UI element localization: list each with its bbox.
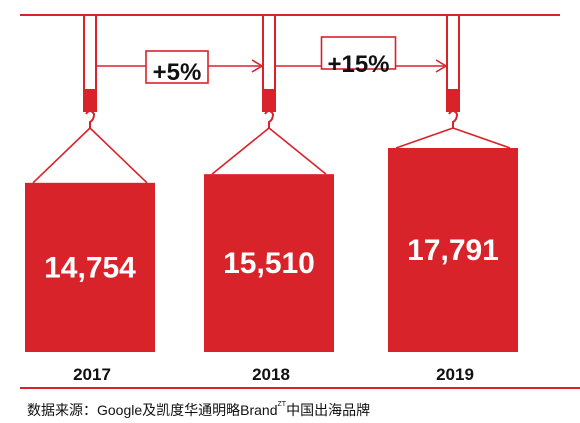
hook — [448, 110, 459, 128]
bar — [388, 148, 518, 352]
hook — [85, 110, 96, 128]
growth-arrowhead — [435, 59, 448, 73]
bar-value-label: 14,754 — [44, 251, 136, 284]
bar-value-label: 17,791 — [407, 234, 499, 267]
growth-label: +5% — [153, 59, 202, 86]
category-label: 2018 — [252, 365, 290, 384]
hanger-tip — [84, 89, 96, 111]
bar-value-label: 15,510 — [223, 247, 315, 280]
bar — [204, 174, 334, 352]
growth-arrowhead — [251, 59, 264, 73]
source-divider — [20, 387, 580, 389]
growth-box — [320, 36, 397, 70]
cord-left — [32, 127, 91, 184]
growth-label: +15% — [327, 51, 389, 78]
bar — [25, 182, 155, 352]
source-note: 数据来源：Google及凯度华通明略BrandZT中国出海品牌 — [27, 400, 370, 420]
growth-box — [145, 50, 209, 84]
hanger-tip — [263, 89, 275, 111]
cord-right — [268, 127, 327, 175]
category-label: 2019 — [436, 365, 474, 384]
hanger-tip — [447, 89, 459, 111]
source-suffix: 中国出海品牌 — [286, 402, 371, 418]
source-superscript: ZT — [277, 401, 287, 408]
cord-left — [395, 127, 454, 149]
hook — [264, 110, 275, 128]
cord-left — [211, 127, 270, 175]
category-label: 2017 — [73, 365, 111, 384]
cord-right — [89, 127, 148, 184]
source-prefix: 数据来源：Google及凯度华通明略Brand — [27, 402, 278, 418]
cord-right — [452, 127, 511, 149]
